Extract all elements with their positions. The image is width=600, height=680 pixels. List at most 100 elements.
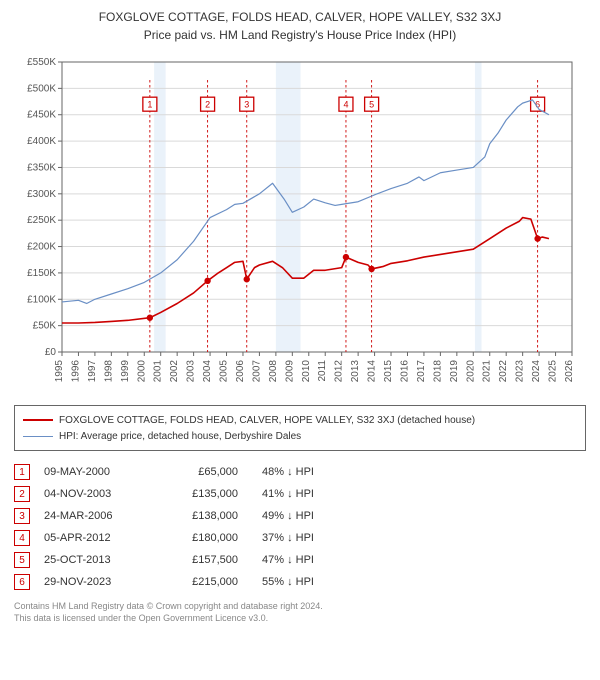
y-tick-label: £50K	[33, 321, 57, 332]
x-tick-label: 2010	[301, 360, 312, 383]
y-tick-label: £0	[45, 347, 57, 358]
y-tick-label: £400K	[27, 136, 56, 147]
sale-marker	[368, 266, 374, 272]
y-tick-label: £500K	[27, 83, 56, 94]
y-tick-label: £150K	[27, 268, 56, 279]
chart-svg: £0 £50K £100K £150K £200K £250K £300K £350K £400…	[14, 52, 586, 392]
sales-row-price: £65,000	[168, 466, 248, 478]
sale-badge-label: 5	[369, 100, 374, 110]
sale-badge-label: 3	[244, 100, 249, 110]
x-tick-label: 2007	[251, 360, 262, 383]
sales-row-date: 05-APR-2012	[44, 532, 154, 544]
sales-row: 2 04-NOV-2003 £135,000 41% ↓ HPI	[14, 483, 586, 505]
sales-row-badge: 1	[14, 464, 30, 480]
footer-line-2: This data is licensed under the Open Gov…	[14, 613, 586, 625]
x-tick-label: 2022	[498, 360, 509, 383]
sales-row-delta: 47% ↓ HPI	[262, 554, 372, 566]
legend-row: HPI: Average price, detached house, Derb…	[23, 428, 577, 444]
y-tick-label: £550K	[27, 57, 56, 68]
sale-badge-label: 1	[147, 100, 152, 110]
sales-row: 1 09-MAY-2000 £65,000 48% ↓ HPI	[14, 461, 586, 483]
sales-row-date: 04-NOV-2003	[44, 488, 154, 500]
x-tick-label: 2016	[399, 360, 410, 383]
sales-row-badge: 4	[14, 530, 30, 546]
sales-row-delta: 55% ↓ HPI	[262, 576, 372, 588]
x-tick-label: 2024	[531, 360, 542, 383]
x-tick-label: 2019	[449, 360, 460, 383]
sale-marker	[343, 254, 349, 260]
sale-marker	[534, 235, 540, 241]
sales-row-date: 24-MAR-2006	[44, 510, 154, 522]
legend-row: FOXGLOVE COTTAGE, FOLDS HEAD, CALVER, HO…	[23, 412, 577, 428]
legend-swatch	[23, 419, 53, 421]
plot-bg	[62, 62, 572, 352]
sales-row-badge: 3	[14, 508, 30, 524]
sales-row-date: 29-NOV-2023	[44, 576, 154, 588]
sales-row-date: 09-MAY-2000	[44, 466, 154, 478]
x-tick-label: 2003	[186, 360, 197, 383]
y-tick-label: £250K	[27, 215, 56, 226]
footer-line-1: Contains HM Land Registry data © Crown c…	[14, 601, 586, 613]
sales-row: 5 25-OCT-2013 £157,500 47% ↓ HPI	[14, 549, 586, 571]
x-tick-label: 2009	[284, 360, 295, 383]
legend-label: HPI: Average price, detached house, Derb…	[59, 431, 301, 442]
sales-row-delta: 41% ↓ HPI	[262, 488, 372, 500]
x-tick-label: 2000	[136, 360, 147, 383]
sales-row: 6 29-NOV-2023 £215,000 55% ↓ HPI	[14, 571, 586, 593]
sales-row-badge: 5	[14, 552, 30, 568]
footer-attribution: Contains HM Land Registry data © Crown c…	[14, 601, 586, 624]
x-tick-label: 2002	[169, 360, 180, 383]
chart-area: £0 £50K £100K £150K £200K £250K £300K £350K £400…	[14, 52, 586, 397]
x-tick-label: 2023	[515, 360, 526, 383]
sale-marker	[244, 276, 250, 282]
x-tick-label: 2020	[465, 360, 476, 383]
sales-row-delta: 48% ↓ HPI	[262, 466, 372, 478]
x-tick-label: 2006	[235, 360, 246, 383]
y-tick-label: £100K	[27, 294, 56, 305]
x-tick-label: 2008	[268, 360, 279, 383]
sale-marker	[204, 278, 210, 284]
y-tick-label: £450K	[27, 110, 56, 121]
x-tick-label: 2011	[317, 360, 328, 382]
sales-row-delta: 49% ↓ HPI	[262, 510, 372, 522]
legend-swatch	[23, 436, 53, 437]
x-tick-label: 2004	[202, 360, 213, 383]
x-tick-label: 2018	[432, 360, 443, 383]
legend: FOXGLOVE COTTAGE, FOLDS HEAD, CALVER, HO…	[14, 405, 586, 451]
x-tick-label: 1995	[54, 360, 65, 383]
y-tick-label: £200K	[27, 242, 56, 253]
figure-container: FOXGLOVE COTTAGE, FOLDS HEAD, CALVER, HO…	[0, 0, 600, 680]
x-tick-label: 2025	[548, 360, 559, 383]
recession-band	[475, 62, 482, 352]
sales-row-delta: 37% ↓ HPI	[262, 532, 372, 544]
recession-band	[276, 62, 301, 352]
sales-row-price: £157,500	[168, 554, 248, 566]
title-block: FOXGLOVE COTTAGE, FOLDS HEAD, CALVER, HO…	[14, 10, 586, 42]
sales-row-price: £215,000	[168, 576, 248, 588]
x-tick-label: 2014	[367, 360, 378, 383]
x-tick-label: 2001	[153, 360, 164, 383]
x-tick-label: 1996	[70, 360, 81, 383]
legend-label: FOXGLOVE COTTAGE, FOLDS HEAD, CALVER, HO…	[59, 415, 475, 426]
sales-row-price: £138,000	[168, 510, 248, 522]
x-tick-label: 2015	[383, 360, 394, 383]
sales-row-price: £180,000	[168, 532, 248, 544]
y-tick-label: £300K	[27, 189, 56, 200]
x-tick-label: 2017	[416, 360, 427, 383]
sale-badge-label: 4	[343, 100, 348, 110]
x-tick-label: 1998	[103, 360, 114, 383]
x-tick-label: 2021	[482, 360, 493, 383]
sale-marker	[147, 315, 153, 321]
sales-row-badge: 6	[14, 574, 30, 590]
chart-title: FOXGLOVE COTTAGE, FOLDS HEAD, CALVER, HO…	[14, 10, 586, 24]
sales-row-price: £135,000	[168, 488, 248, 500]
x-tick-label: 2013	[350, 360, 361, 383]
x-tick-label: 2012	[334, 360, 345, 383]
sales-table: 1 09-MAY-2000 £65,000 48% ↓ HPI 2 04-NOV-2003…	[14, 461, 586, 593]
y-tick-label: £350K	[27, 162, 56, 173]
sales-row-badge: 2	[14, 486, 30, 502]
sales-row: 4 05-APR-2012 £180,000 37% ↓ HPI	[14, 527, 586, 549]
x-tick-label: 2026	[564, 360, 575, 383]
sales-row-date: 25-OCT-2013	[44, 554, 154, 566]
x-tick-label: 1997	[87, 360, 98, 383]
